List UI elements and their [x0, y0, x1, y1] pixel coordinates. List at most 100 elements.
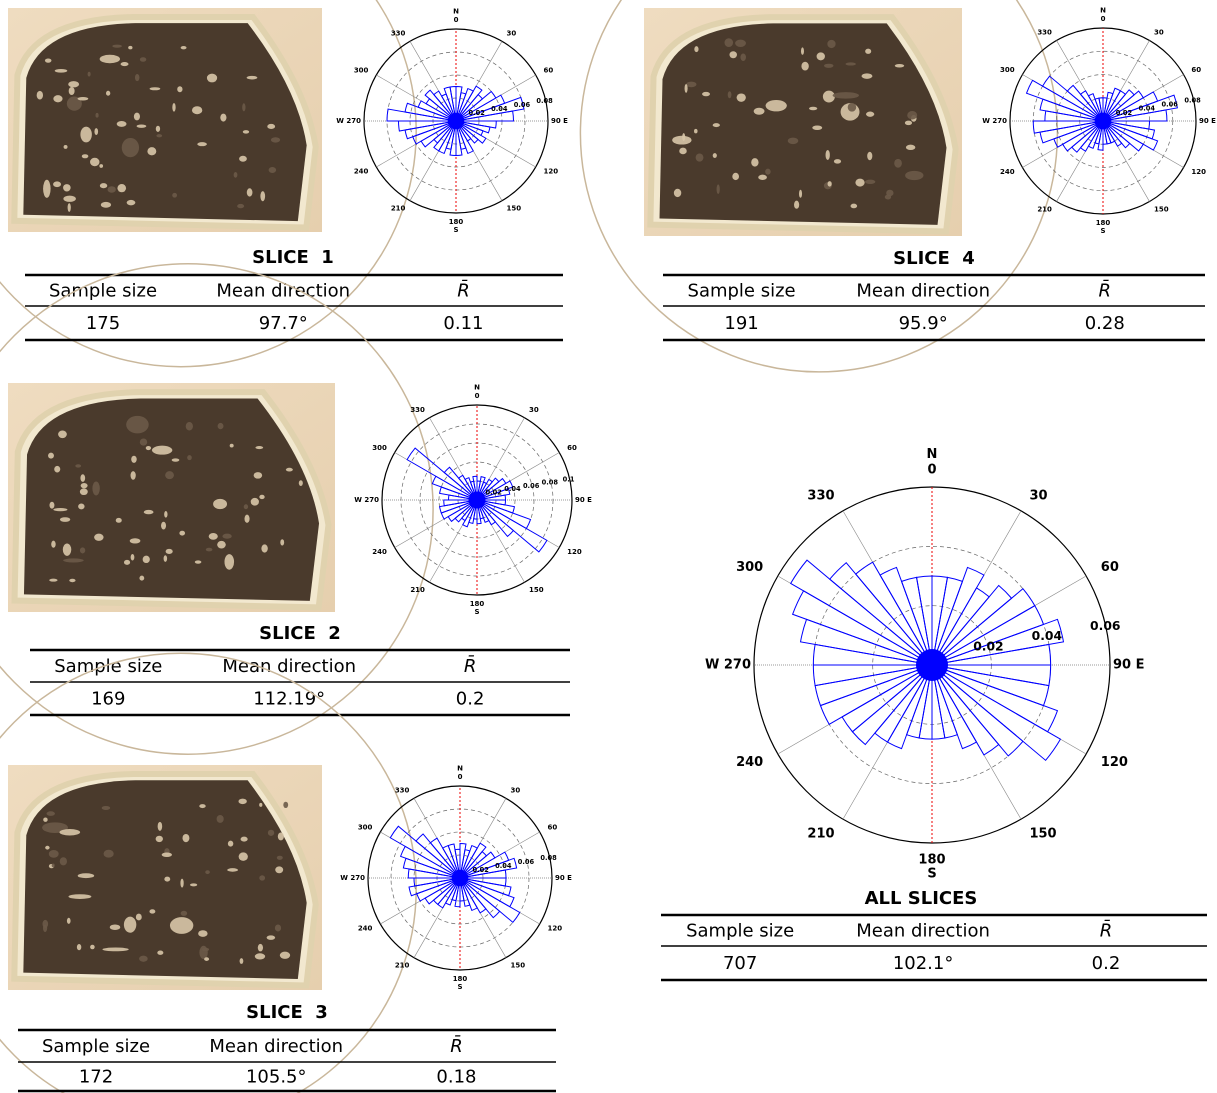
table-header: R̄: [450, 1035, 463, 1057]
rose-bar: [915, 575, 933, 666]
aggregate: [182, 833, 190, 843]
aggregate: [266, 935, 276, 940]
aggregate: [143, 509, 154, 515]
rose-bar: [459, 877, 521, 924]
rose-bar: [386, 108, 457, 122]
aggregate: [139, 57, 147, 62]
aggregate: [139, 438, 148, 446]
rose-bar: [459, 877, 487, 914]
rose-bar: [454, 848, 461, 879]
specimen-photo: [0, 0, 417, 368]
angle-label: 150: [507, 205, 522, 213]
table-header: Mean direction: [222, 656, 356, 677]
aggregate: [66, 96, 82, 111]
table-cell: 0.11: [443, 313, 483, 334]
rose-bar: [459, 877, 471, 907]
aggregate: [285, 467, 293, 472]
radial-tick-label: 0.06: [514, 101, 531, 109]
north-label: N: [474, 384, 480, 392]
angle-label: 90 E: [1199, 117, 1216, 125]
specimen-photo: [579, 0, 1059, 373]
aggregate: [712, 123, 720, 128]
aggregate: [250, 497, 259, 506]
rose-diagram: 0 30 60 90 E 120 150 180 210 240 W 270 300 330 N S 0.0…: [340, 765, 572, 991]
angle-label: 30: [1154, 29, 1164, 37]
specimen-photo: [0, 652, 417, 1093]
table-cell: 0.2: [1092, 953, 1121, 974]
aggregate: [686, 81, 697, 88]
rose-bar: [931, 664, 1024, 757]
aggregate: [246, 75, 258, 80]
rose-bar: [389, 825, 461, 879]
rose-bar: [459, 842, 487, 879]
aggregate: [92, 481, 100, 496]
rose-bar: [449, 120, 457, 157]
table-header: Mean direction: [216, 281, 350, 302]
panel-title: SLICE 3: [246, 1002, 328, 1023]
aggregate: [126, 415, 149, 434]
aggregate: [279, 951, 291, 959]
aggregate: [107, 186, 116, 193]
rose-bar: [443, 466, 478, 501]
angle-label: 90 E: [1113, 658, 1145, 673]
angle-label: 330: [391, 29, 406, 37]
table-header: R̄: [1100, 919, 1113, 941]
rose-bar: [454, 877, 461, 908]
aggregate: [191, 106, 203, 115]
aggregate: [135, 913, 142, 921]
aggregate: [259, 494, 265, 500]
aggregate: [103, 849, 114, 858]
slice-panel: SLICE 2 Sample size Mean direction R̄ 169 112…: [30, 623, 570, 717]
aggregate: [716, 184, 720, 195]
aggregate: [194, 560, 202, 564]
angle-label: 210: [391, 205, 406, 213]
aggregate: [729, 51, 737, 59]
aggregate: [58, 430, 67, 439]
aggregate: [736, 93, 746, 102]
aggregate: [79, 547, 86, 554]
aggregate: [163, 555, 168, 562]
rose-bar: [1102, 94, 1178, 122]
aggregate: [253, 472, 263, 479]
rose-bar: [406, 447, 478, 501]
angle-label: 240: [372, 548, 387, 556]
rose-bar: [1102, 109, 1168, 122]
aggregate: [90, 944, 95, 950]
aggregate: [190, 883, 198, 887]
aggregate: [727, 91, 732, 99]
radial-tick-label: 0.02: [486, 489, 503, 497]
aggregate: [672, 135, 692, 145]
aggregate: [275, 866, 284, 874]
specimen-body: [659, 23, 947, 225]
rose-bar: [1079, 90, 1104, 122]
rose-diagram: 0 30 60 90 E 120 150 180 210 240 W 270 300 330 N S 0.0…: [982, 7, 1216, 235]
rose-bar: [841, 664, 933, 733]
aggregate: [905, 170, 924, 181]
aggregate: [48, 850, 59, 858]
rose-bar: [462, 499, 478, 528]
aggregate: [66, 917, 71, 924]
aggregate: [259, 802, 263, 807]
rose-bar: [1097, 120, 1104, 151]
aggregate: [46, 811, 55, 816]
angle-label: 60: [548, 823, 558, 831]
aggregate: [129, 538, 141, 544]
aggregate: [283, 801, 289, 809]
angle-label: W 270: [336, 117, 361, 125]
angle-label: 120: [1101, 755, 1128, 770]
aggregate: [205, 870, 210, 875]
rose-bar: [455, 120, 479, 144]
aggregate: [139, 575, 145, 581]
north-label: N: [457, 765, 463, 773]
rose-bar: [1102, 120, 1131, 149]
aggregate: [270, 137, 281, 143]
aggregate: [751, 158, 759, 167]
aggregate: [53, 508, 68, 512]
aggregate: [187, 455, 192, 461]
angle-label: 300: [372, 444, 387, 452]
angle-label: 330: [410, 406, 425, 414]
aggregate: [267, 829, 275, 836]
aggregate: [217, 540, 226, 549]
angle-label: 90 E: [575, 496, 592, 504]
protractor-ring: [579, 0, 1059, 373]
